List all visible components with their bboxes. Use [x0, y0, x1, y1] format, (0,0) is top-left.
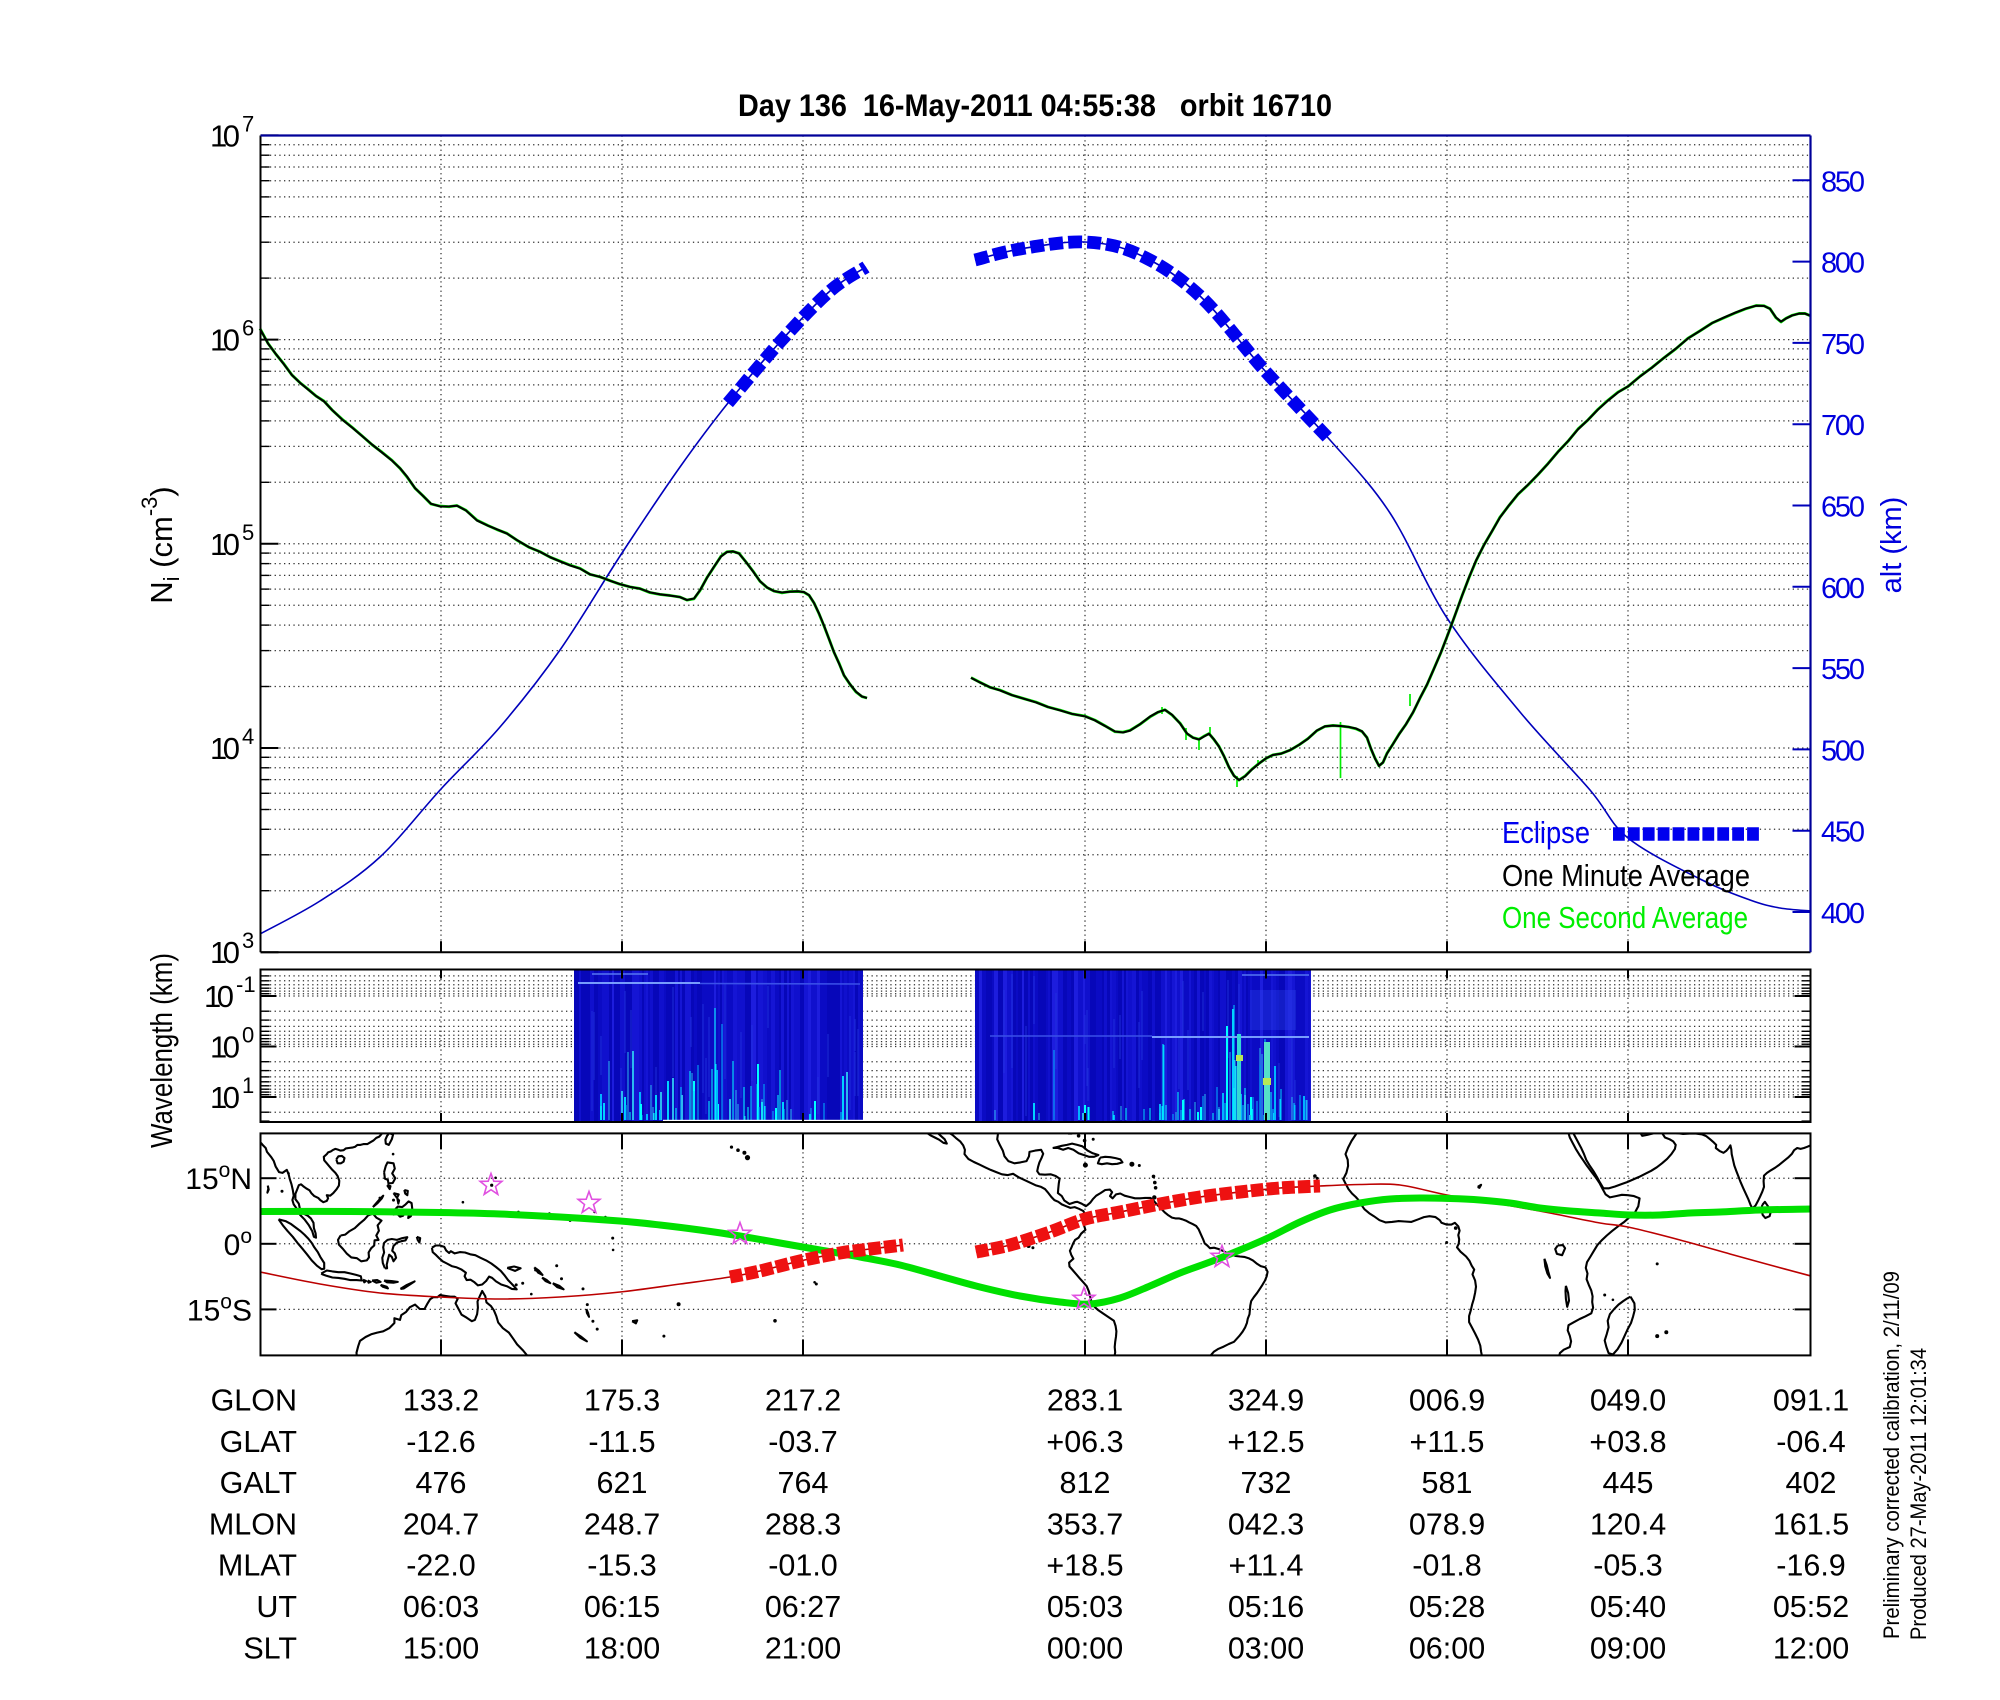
svg-text:5: 5 — [242, 520, 254, 545]
svg-text:-16.9: -16.9 — [1776, 1549, 1846, 1583]
svg-text:UT: UT — [256, 1590, 297, 1624]
svg-text:353.7: 353.7 — [1047, 1507, 1123, 1541]
svg-text:248.7: 248.7 — [584, 1507, 660, 1541]
svg-text:+06.3: +06.3 — [1046, 1425, 1123, 1459]
svg-text:00:00: 00:00 — [1047, 1631, 1123, 1665]
svg-text:alt (km): alt (km) — [1876, 497, 1908, 594]
svg-text:15oN: 15oN — [185, 1159, 252, 1196]
svg-text:550: 550 — [1821, 654, 1865, 686]
svg-text:-03.7: -03.7 — [768, 1425, 838, 1459]
svg-text:06:03: 06:03 — [403, 1590, 479, 1624]
svg-text:+11.4: +11.4 — [1229, 1549, 1304, 1583]
svg-text:Produced 27-May-2011 12:01:34: Produced 27-May-2011 12:01:34 — [1906, 1348, 1931, 1640]
svg-text:288.3: 288.3 — [765, 1507, 841, 1541]
svg-text:204.7: 204.7 — [403, 1507, 479, 1541]
svg-text:Wavelength (km): Wavelength (km) — [144, 953, 179, 1148]
svg-text:One Second Average: One Second Average — [1502, 900, 1748, 935]
svg-text:GALT: GALT — [220, 1466, 297, 1500]
svg-text:06:15: 06:15 — [584, 1590, 660, 1624]
svg-text:05:40: 05:40 — [1590, 1590, 1666, 1624]
svg-text:-12.6: -12.6 — [406, 1425, 476, 1459]
svg-text:Day 136 16-May-2011 04:55:38: Day 136 16-May-2011 04:55:38 orbit 16710 — [738, 87, 1332, 123]
svg-text:750: 750 — [1821, 329, 1865, 361]
svg-text:175.3: 175.3 — [584, 1384, 660, 1418]
svg-text:3: 3 — [242, 928, 254, 953]
svg-text:GLAT: GLAT — [220, 1425, 297, 1459]
svg-text:SLT: SLT — [243, 1631, 297, 1665]
svg-text:05:28: 05:28 — [1409, 1590, 1485, 1624]
svg-text:03:00: 03:00 — [1228, 1631, 1304, 1665]
svg-text:GLON: GLON — [211, 1384, 297, 1418]
svg-text:15oS: 15oS — [187, 1290, 252, 1327]
svg-text:10: 10 — [210, 1030, 240, 1065]
svg-text:15:00: 15:00 — [403, 1631, 479, 1665]
svg-text:850: 850 — [1821, 166, 1865, 198]
svg-text:05:03: 05:03 — [1047, 1590, 1123, 1624]
svg-text:700: 700 — [1821, 410, 1865, 442]
svg-text:324.9: 324.9 — [1228, 1384, 1304, 1418]
svg-text:120.4: 120.4 — [1590, 1507, 1666, 1541]
svg-text:10: 10 — [210, 527, 240, 562]
svg-text:283.1: 283.1 — [1047, 1384, 1123, 1418]
svg-text:+12.5: +12.5 — [1227, 1425, 1304, 1459]
svg-text:05:16: 05:16 — [1228, 1590, 1304, 1624]
svg-text:09:00: 09:00 — [1590, 1631, 1666, 1665]
svg-text:0: 0 — [242, 1023, 254, 1048]
svg-text:581: 581 — [1422, 1466, 1473, 1500]
svg-text:450: 450 — [1821, 817, 1865, 849]
svg-text:-11.5: -11.5 — [588, 1425, 655, 1459]
svg-text:445: 445 — [1603, 1466, 1654, 1500]
svg-text:-15.3: -15.3 — [587, 1549, 657, 1583]
svg-text:161.5: 161.5 — [1773, 1507, 1849, 1541]
svg-text:18:00: 18:00 — [584, 1631, 660, 1665]
svg-text:+18.5: +18.5 — [1046, 1549, 1123, 1583]
svg-text:21:00: 21:00 — [765, 1631, 841, 1665]
svg-text:-22.0: -22.0 — [406, 1549, 476, 1583]
svg-text:-06.4: -06.4 — [1776, 1425, 1846, 1459]
svg-text:MLAT: MLAT — [218, 1549, 297, 1583]
svg-text:621: 621 — [597, 1466, 648, 1500]
svg-text:-01.0: -01.0 — [768, 1549, 838, 1583]
svg-text:078.9: 078.9 — [1409, 1507, 1485, 1541]
svg-text:10: 10 — [210, 731, 240, 766]
svg-text:12:00: 12:00 — [1773, 1631, 1849, 1665]
svg-text:-1: -1 — [236, 972, 256, 997]
svg-text:4: 4 — [242, 724, 254, 749]
svg-text:006.9: 006.9 — [1409, 1384, 1485, 1418]
svg-text:10: 10 — [204, 979, 234, 1014]
svg-text:812: 812 — [1060, 1466, 1111, 1500]
svg-text:10: 10 — [210, 323, 240, 358]
svg-text:Preliminary corrected calibrat: Preliminary corrected calibration, 2/11/… — [1879, 1271, 1904, 1639]
svg-text:402: 402 — [1786, 1466, 1837, 1500]
svg-text:+03.8: +03.8 — [1589, 1425, 1666, 1459]
svg-text:091.1: 091.1 — [1773, 1384, 1849, 1418]
svg-text:10: 10 — [210, 935, 240, 970]
svg-text:6: 6 — [242, 316, 254, 341]
svg-text:042.3: 042.3 — [1228, 1507, 1304, 1541]
svg-text:732: 732 — [1241, 1466, 1292, 1500]
svg-text:10: 10 — [210, 1080, 240, 1115]
svg-text:05:52: 05:52 — [1773, 1590, 1849, 1624]
svg-text:10: 10 — [210, 118, 240, 153]
svg-text:06:27: 06:27 — [765, 1590, 841, 1624]
svg-text:MLON: MLON — [209, 1507, 297, 1541]
svg-text:400: 400 — [1821, 898, 1865, 930]
svg-text:1: 1 — [242, 1073, 254, 1098]
svg-text:+11.5: +11.5 — [1410, 1425, 1485, 1459]
svg-text:049.0: 049.0 — [1590, 1384, 1666, 1418]
svg-text:Eclipse: Eclipse — [1502, 815, 1590, 850]
svg-text:476: 476 — [416, 1466, 467, 1500]
svg-text:600: 600 — [1821, 573, 1865, 605]
svg-text:-01.8: -01.8 — [1412, 1549, 1482, 1583]
svg-text:650: 650 — [1821, 492, 1865, 524]
svg-text:217.2: 217.2 — [765, 1384, 841, 1418]
svg-text:7: 7 — [242, 111, 254, 136]
svg-text:500: 500 — [1821, 735, 1865, 767]
svg-text:133.2: 133.2 — [403, 1384, 479, 1418]
svg-text:800: 800 — [1821, 248, 1865, 280]
svg-text:764: 764 — [778, 1466, 829, 1500]
svg-text:-05.3: -05.3 — [1593, 1549, 1663, 1583]
svg-text:06:00: 06:00 — [1409, 1631, 1485, 1665]
svg-text:One Minute Average: One Minute Average — [1502, 858, 1750, 893]
